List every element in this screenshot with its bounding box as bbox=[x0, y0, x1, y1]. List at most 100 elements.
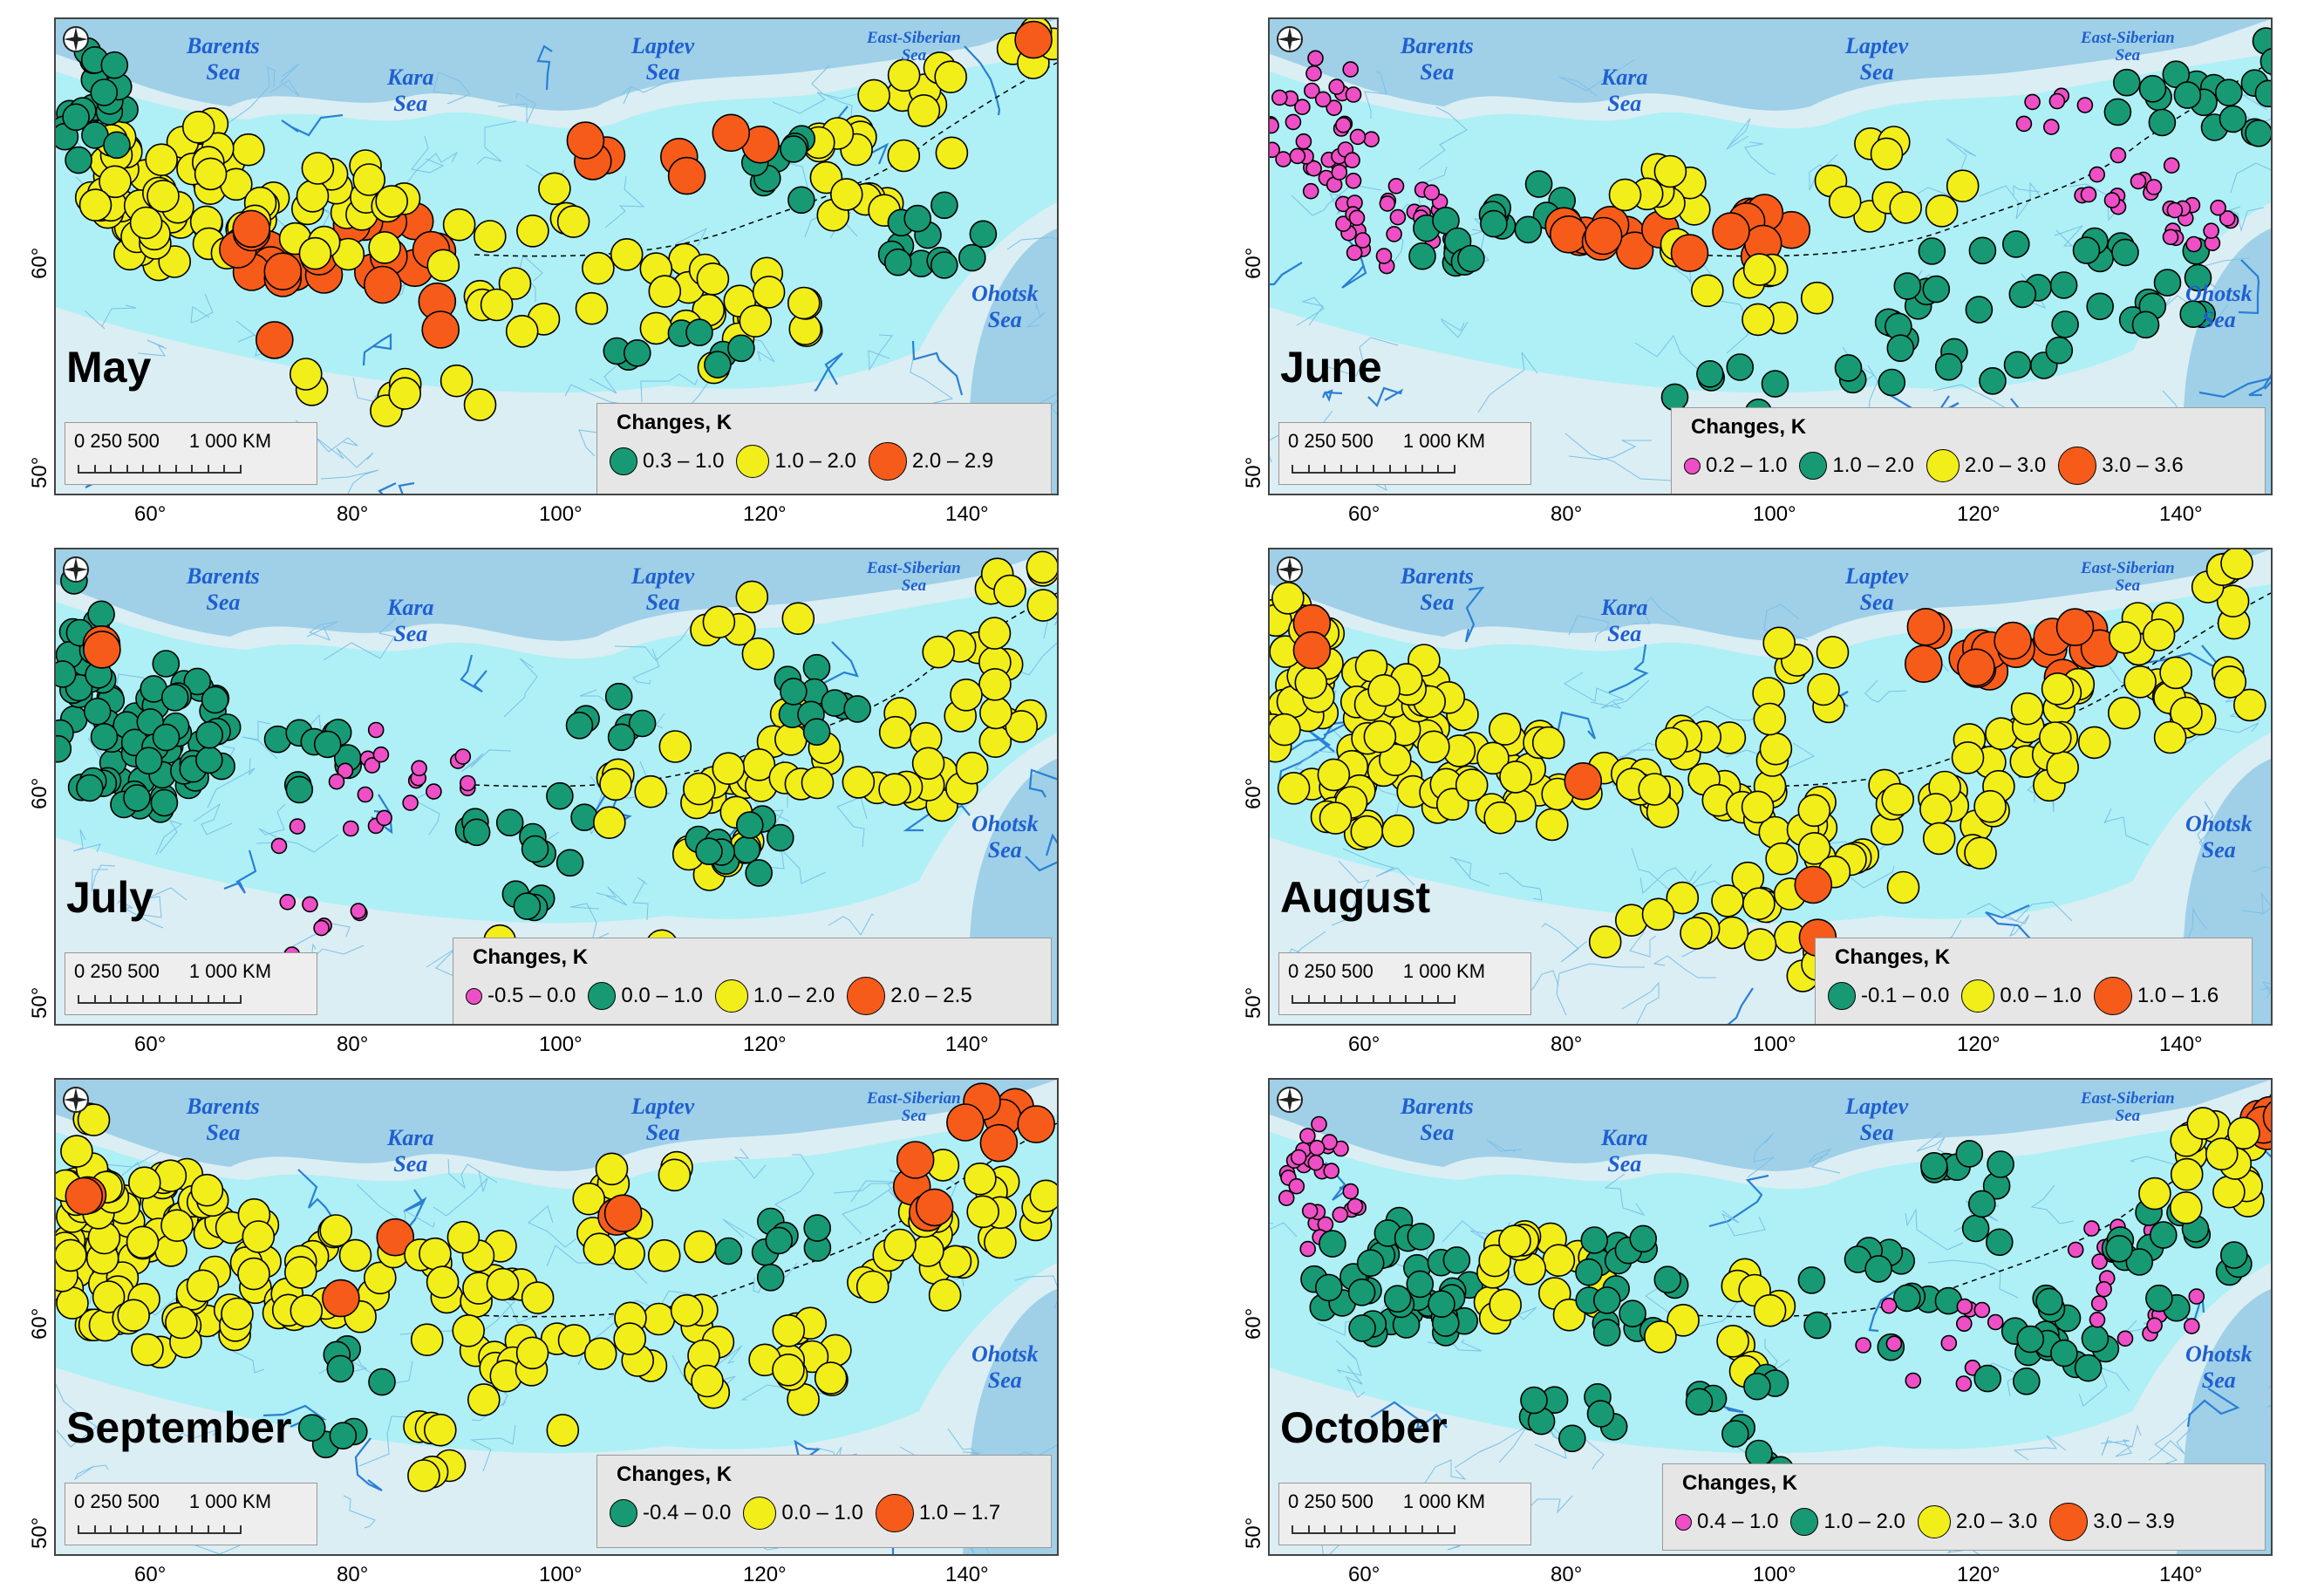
station-marker-green bbox=[2074, 1354, 2103, 1382]
station-marker-green bbox=[2008, 280, 2037, 309]
station-marker-yellow bbox=[463, 388, 497, 421]
legend-item: 0.0 – 1.0 bbox=[1961, 979, 2082, 1013]
station-marker-red bbox=[363, 265, 402, 304]
river bbox=[1568, 440, 1652, 460]
station-marker-red bbox=[65, 1177, 104, 1216]
station-marker-yellow bbox=[505, 314, 539, 348]
station-marker-yellow bbox=[131, 1333, 164, 1367]
river bbox=[1721, 1210, 1766, 1237]
river bbox=[1608, 644, 1649, 694]
station-marker-green bbox=[1803, 1311, 1831, 1340]
station-marker-pink bbox=[2116, 1330, 2134, 1347]
station-marker-red bbox=[1017, 1105, 1055, 1143]
station-marker-yellow bbox=[1711, 884, 1744, 917]
station-marker-green bbox=[1955, 1140, 1984, 1168]
station-marker-green bbox=[843, 695, 872, 723]
map-canvas bbox=[56, 1080, 1057, 1554]
river bbox=[2013, 1435, 2067, 1461]
station-marker-yellow bbox=[1317, 758, 1351, 792]
legend-label: 2.0 – 2.9 bbox=[911, 449, 994, 473]
station-marker-green bbox=[2131, 310, 2160, 339]
station-marker-yellow bbox=[2220, 549, 2253, 580]
scale-km-label: 1 000 KM bbox=[1402, 960, 1486, 982]
scale-ticks-label: 0 250 500 bbox=[1288, 430, 1373, 452]
station-marker-green bbox=[152, 650, 181, 678]
sea-label-laptev: Laptev Sea bbox=[631, 33, 695, 85]
station-marker-pink bbox=[1288, 1177, 1305, 1195]
sea-label-ohotsk: Ohotsk Sea bbox=[2185, 281, 2253, 332]
river bbox=[2130, 1156, 2204, 1171]
station-marker-yellow bbox=[964, 1162, 997, 1196]
station-marker-yellow bbox=[1985, 717, 2018, 750]
river bbox=[1639, 863, 1713, 894]
station-marker-yellow bbox=[419, 1237, 452, 1271]
station-marker-green bbox=[65, 146, 92, 174]
station-marker-yellow bbox=[634, 774, 668, 808]
station-marker-pink bbox=[1332, 1206, 1349, 1224]
station-marker-yellow bbox=[1743, 928, 1777, 961]
station-marker-yellow bbox=[599, 767, 632, 801]
station-marker-green bbox=[1319, 1230, 1346, 1258]
station-marker-yellow bbox=[2010, 692, 2044, 726]
station-marker-yellow bbox=[1641, 897, 1675, 931]
station-marker-pink bbox=[1311, 1115, 1327, 1133]
station-marker-green bbox=[1961, 1214, 1990, 1243]
scale-labels: 0 250 500 1 000 KM bbox=[1288, 430, 1485, 453]
station-marker-yellow bbox=[2213, 665, 2247, 699]
station-marker-red bbox=[1584, 216, 1623, 256]
station-marker-yellow bbox=[735, 580, 769, 614]
station-marker-yellow bbox=[473, 220, 507, 253]
station-marker-yellow bbox=[301, 152, 335, 185]
river bbox=[258, 803, 286, 838]
station-marker-yellow bbox=[772, 1353, 805, 1387]
scale-km-label: 1 000 KM bbox=[188, 430, 272, 452]
station-marker-green bbox=[2086, 292, 2115, 321]
scale-ticks-label: 0 250 500 bbox=[1288, 960, 1373, 982]
legend-title: Changes, K bbox=[473, 945, 589, 969]
river bbox=[1325, 1162, 1360, 1201]
x-tick-label: 120° bbox=[743, 1033, 787, 1056]
river bbox=[767, 848, 827, 884]
station-marker-yellow bbox=[842, 766, 876, 799]
station-marker-pink bbox=[1295, 133, 1312, 150]
station-marker-yellow bbox=[741, 637, 775, 671]
station-marker-yellow bbox=[979, 696, 1012, 730]
station-marker-yellow bbox=[289, 358, 323, 391]
station-marker-yellow bbox=[683, 772, 716, 806]
station-marker-yellow bbox=[2038, 721, 2072, 754]
station-marker-pink bbox=[459, 774, 476, 792]
station-marker-pink bbox=[2184, 1318, 2200, 1334]
river bbox=[868, 334, 893, 372]
station-marker-yellow bbox=[181, 111, 215, 144]
station-marker-yellow bbox=[647, 1238, 681, 1272]
station-marker-yellow bbox=[1379, 743, 1412, 776]
station-marker-green bbox=[745, 859, 774, 887]
legend-label: 2.0 – 3.0 bbox=[1964, 454, 2047, 477]
station-marker-pink bbox=[2130, 173, 2147, 190]
x-tick-label: 120° bbox=[1957, 1563, 2001, 1586]
river bbox=[1985, 904, 2038, 947]
station-marker-yellow bbox=[814, 1361, 848, 1395]
station-marker-yellow bbox=[1608, 178, 1642, 212]
station-marker-green bbox=[1721, 1420, 1749, 1448]
x-tick-label: 120° bbox=[1957, 1033, 2001, 1056]
station-marker-yellow bbox=[440, 364, 474, 398]
legend-item: 2.0 – 2.5 bbox=[847, 977, 972, 1015]
legend-symbol-red bbox=[2049, 1503, 2089, 1541]
map-canvas bbox=[56, 19, 1057, 494]
legend-symbol-yellow bbox=[1917, 1505, 1951, 1538]
river bbox=[1541, 923, 1588, 963]
legend-item: 2.0 – 3.0 bbox=[1926, 449, 2046, 482]
month-label: July bbox=[66, 873, 154, 922]
station-marker-yellow bbox=[1029, 1179, 1057, 1213]
map-canvas bbox=[56, 549, 1057, 1024]
legend: Changes, K 0.3 – 1.0 1.0 – 2.0 2.0 – 2.9 bbox=[596, 403, 1052, 494]
station-marker-pink bbox=[1294, 99, 1311, 115]
river bbox=[1025, 833, 1057, 872]
legend-symbol-red bbox=[2058, 447, 2097, 485]
river bbox=[1342, 848, 1415, 886]
station-marker-yellow bbox=[1973, 789, 2007, 823]
scale-ticks-label: 0 250 500 bbox=[74, 1490, 160, 1512]
station-marker-yellow bbox=[787, 286, 821, 320]
station-marker-green bbox=[1356, 1249, 1385, 1277]
